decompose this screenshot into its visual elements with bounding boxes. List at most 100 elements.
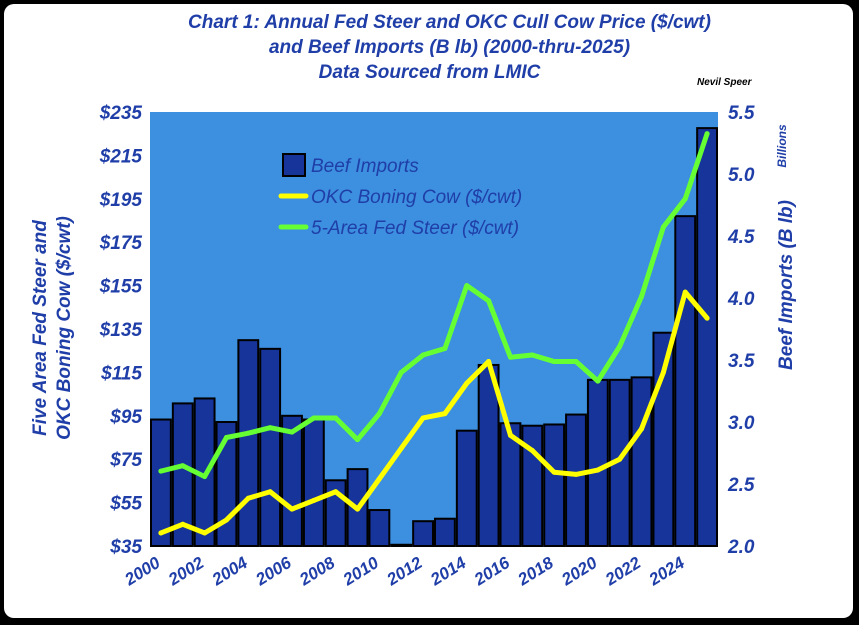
point-okc-cow-2000 [158,530,164,536]
x-tick-label: 2000 [121,553,164,590]
bar-2001 [171,402,194,547]
left-axis-title-line-2: OKC Boning Cow ($/cwt) [54,216,75,440]
left-tick-label: $55 [109,494,142,515]
point-okc-cow-2008 [333,489,339,495]
right-tick-label: 2.0 [727,537,755,558]
title-line-3: Data Sourced from LMIC [318,62,541,83]
point-fed-steer-2022 [639,293,645,299]
bar-2019 [565,413,587,547]
x-tick-label: 2010 [339,553,382,590]
left-tick-label: $175 [99,233,143,254]
x-tick-label: 2014 [426,553,469,590]
point-okc-cow-2010 [376,476,382,482]
point-okc-cow-2016 [507,432,513,438]
x-tick-label: 2004 [208,553,251,590]
point-fed-steer-2011 [398,369,404,375]
bar-2014 [455,429,478,547]
x-tick-label: 2002 [164,553,207,590]
left-tick-label: $235 [99,103,143,124]
x-tick-label: 2022 [601,553,644,590]
point-fed-steer-2024 [682,196,688,202]
point-okc-cow-2006 [289,506,295,512]
bar-2012 [412,520,434,548]
right-tick-label: 4.5 [727,227,755,248]
point-fed-steer-2018 [551,359,557,365]
point-fed-steer-2013 [442,346,448,352]
line-okc-cow [158,289,710,536]
chart-title: Chart 1: Annual Fed Steer and OKC Cull C… [0,10,859,85]
legend: Beef Imports OKC Boning Cow ($/cwt) 5-Ar… [278,153,522,239]
point-fed-steer-2016 [507,354,513,360]
point-okc-cow-2013 [442,411,448,417]
point-okc-cow-2007 [311,497,317,503]
point-okc-cow-2020 [595,467,601,473]
bar-2005 [259,347,282,547]
left-tick-label: $215 [99,146,143,167]
point-fed-steer-2003 [223,435,229,440]
left-tick-label: $195 [99,190,143,211]
author-credit: Nevil Speer [697,77,752,88]
point-fed-steer-2012 [420,352,426,358]
bar-2000 [150,418,172,547]
point-fed-steer-2014 [464,283,470,289]
left-tick-label: $95 [109,407,142,428]
point-okc-cow-2024 [682,289,688,295]
point-okc-cow-2011 [398,445,404,451]
point-okc-cow-2014 [464,380,470,386]
right-tick-label: 4.0 [727,289,755,310]
title-line-1: Chart 1: Annual Fed Steer and OKC Cull C… [188,12,711,33]
point-fed-steer-2015 [486,298,492,304]
point-fed-steer-2020 [595,378,601,384]
point-okc-cow-2023 [660,369,666,375]
x-tick-label: 2012 [383,553,426,590]
bar-2020 [586,378,609,547]
left-tick-label: $75 [109,450,142,471]
bar-2025 [696,127,719,547]
point-okc-cow-2009 [355,506,361,512]
bar-2016 [499,422,522,547]
point-fed-steer-2001 [180,463,186,469]
point-okc-cow-2015 [486,359,492,365]
legend-label-okc-cow: OKC Boning Cow ($/cwt) [311,187,522,208]
right-tick-label: 5.5 [728,103,755,124]
right-tick-label: 2.5 [727,475,755,496]
lines-group [158,131,710,536]
point-fed-steer-2008 [333,415,339,421]
bar-2006 [281,414,303,547]
bar-2024 [674,215,697,547]
x-tick-label: 2006 [252,553,295,590]
point-fed-steer-2009 [355,437,361,443]
x-tick-label: 2020 [557,553,600,590]
point-okc-cow-2012 [420,415,426,421]
right-axis-unit: Billions [775,124,789,168]
point-fed-steer-2006 [289,429,295,435]
point-fed-steer-2021 [617,343,623,349]
bar-2011 [390,543,413,548]
legend-label-beef-imports: Beef Imports [311,156,419,177]
point-fed-steer-2000 [158,468,164,474]
right-axis-title: Beef Imports (B lb) [776,200,797,370]
point-okc-cow-2004 [245,495,251,501]
bar-2022 [630,376,653,547]
x-tick-label: 2024 [645,553,688,590]
point-okc-cow-2017 [529,448,535,454]
point-okc-cow-2005 [267,489,273,495]
point-fed-steer-2017 [529,352,535,358]
legend-swatch-beef-imports [282,153,306,177]
x-tick-label: 2018 [514,553,557,590]
left-axis-ticks: $35 $55 $75 $95 $115 $135 $155 $175 $195 $215 $235 [99,103,143,558]
legend-label-fed-steer: 5-Area Fed Steer ($/cwt) [311,218,519,239]
point-okc-cow-2025 [704,315,710,321]
point-fed-steer-2004 [245,430,251,436]
bar-2007 [302,418,325,547]
right-axis-ticks: 2.0 2.5 3.0 3.5 4.0 4.5 5.0 5.5 [727,103,755,558]
point-fed-steer-2005 [267,425,273,431]
x-axis-ticks: 2000 2002 2004 2006 2008 2010 2012 2014 2016 2018… [121,553,689,590]
point-fed-steer-2002 [202,474,208,480]
bar-2010 [368,509,391,548]
point-okc-cow-2002 [202,530,208,536]
bar-2018 [543,423,566,548]
left-tick-label: $115 [100,363,142,384]
point-okc-cow-2021 [617,456,623,462]
